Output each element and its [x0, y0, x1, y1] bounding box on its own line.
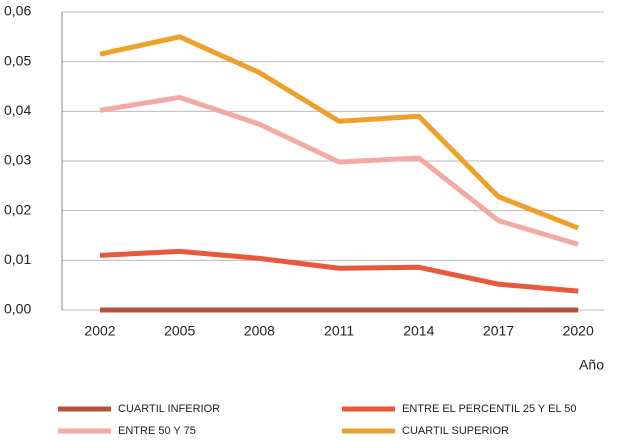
- legend-label: ENTRE 50 Y 75: [118, 425, 196, 437]
- x-axis-label: Año: [579, 357, 604, 373]
- x-tick-label: 2002: [84, 323, 115, 339]
- y-tick-label: 0,05: [4, 52, 31, 68]
- line-series: [99, 94, 579, 247]
- x-tick-label: 2005: [164, 323, 195, 339]
- x-tick-label: 2008: [244, 323, 275, 339]
- y-tick-label: 0,04: [4, 102, 31, 118]
- y-tick-label: 0,01: [4, 251, 31, 267]
- x-tick-label: 2014: [403, 323, 434, 339]
- legend-label: ENTRE EL PERCENTIL 25 Y EL 50: [402, 403, 576, 415]
- y-tick-label: 0,03: [4, 152, 31, 168]
- legend-label: CUARTIL SUPERIOR: [402, 425, 509, 437]
- x-tick-label: 2011: [324, 323, 354, 339]
- x-tick-label: 2020: [563, 323, 594, 339]
- y-tick-label: 0,06: [4, 3, 31, 19]
- line-series: [99, 248, 579, 294]
- y-tick-label: 0,02: [4, 201, 31, 217]
- legend-label: CUARTIL INFERIOR: [118, 403, 220, 415]
- line-series: [99, 34, 580, 231]
- y-tick-label: 0,00: [4, 301, 31, 317]
- x-tick-label: 2017: [483, 323, 514, 339]
